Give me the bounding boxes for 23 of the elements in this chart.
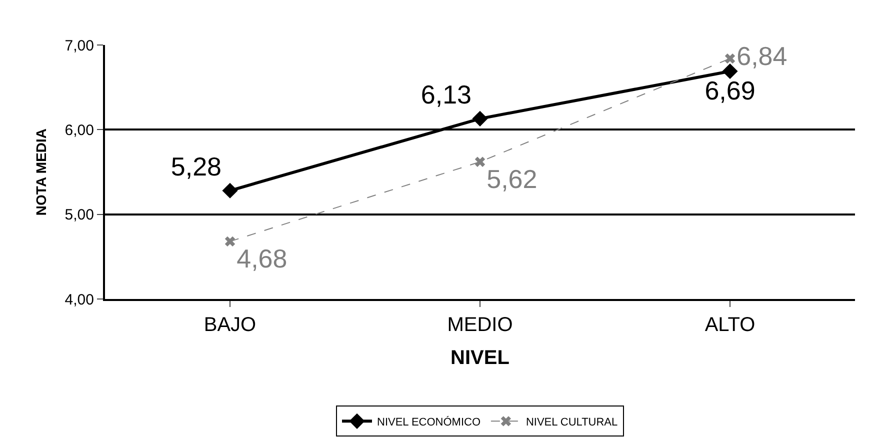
x-tick-label: BAJO [204,314,256,336]
y-tick-label: 7,00 [64,37,94,54]
point [224,236,236,247]
x-tick-label: MEDIO [447,314,513,336]
y-axis-title: NOTA MEDIA [32,128,49,216]
point [724,53,736,64]
data-label: 6,84 [736,41,788,72]
y-tick-label: 5,00 [64,206,94,224]
point [472,110,488,126]
data-label: 6,69 [704,75,756,106]
point [222,182,238,198]
x-axis-title: NIVEL [450,347,510,369]
legend-label: NIVEL CULTURAL [526,416,618,428]
point [722,63,738,80]
data-label: 6,13 [420,80,472,110]
data-label: 5,28 [170,152,222,182]
x-tick-label: ALTO [704,314,756,336]
y-tick-label: 6,00 [64,122,94,139]
y-tick-label: 4,00 [64,291,94,308]
point [474,156,486,167]
legend-label: NIVEL ECONÓMICO [377,415,481,428]
data-label: 4,68 [236,244,288,274]
data-label: 5,62 [486,164,538,194]
